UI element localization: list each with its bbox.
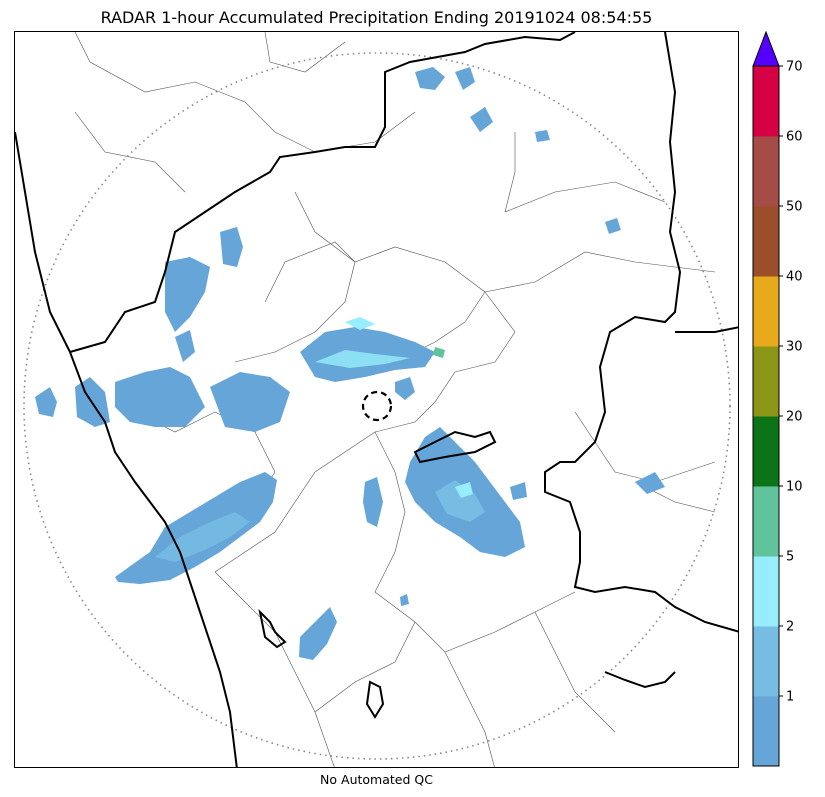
radar-map	[15, 32, 738, 767]
colorbar-segment	[753, 346, 779, 417]
district-boundaries	[74, 32, 716, 767]
colorbar-tick-label: 2	[786, 620, 794, 635]
radar-map-panel	[14, 31, 739, 768]
colorbar-segment	[753, 416, 779, 487]
colorbar-tick-label: 20	[786, 410, 803, 425]
colorbar-segment	[753, 206, 779, 277]
colorbar-tick-label: 30	[786, 340, 803, 355]
state-boundaries	[15, 32, 738, 767]
colorbar-tick-label: 5	[786, 550, 794, 565]
colorbar-segment	[753, 486, 779, 557]
precipitation-areas	[35, 67, 665, 660]
colorbar-top-label: 70	[786, 60, 803, 75]
colorbar-segment	[753, 626, 779, 697]
colorbar-tick-label: 50	[786, 200, 803, 215]
map-title: RADAR 1-hour Accumulated Precipitation E…	[100, 8, 653, 27]
colorbar-segment	[753, 66, 779, 137]
colorbar-segment	[753, 556, 779, 627]
colorbar-tick-label: 1	[786, 690, 794, 705]
colorbar-tick-label: 60	[786, 130, 803, 145]
colorbar-tick-label: 40	[786, 270, 803, 285]
colorbar-tick-label: 10	[786, 480, 803, 495]
colorbar-segment	[753, 276, 779, 347]
colorbar-segment	[753, 136, 779, 207]
colorbar-extend-triangle	[752, 31, 780, 67]
precipitation-colorbar: 1 2 5 10 20 30 40 50 60 70	[752, 31, 803, 767]
radar-site-marker	[361, 390, 393, 422]
colorbar-segment	[753, 696, 779, 767]
qc-note: No Automated QC	[320, 772, 433, 787]
radar-range-ring	[23, 52, 731, 760]
